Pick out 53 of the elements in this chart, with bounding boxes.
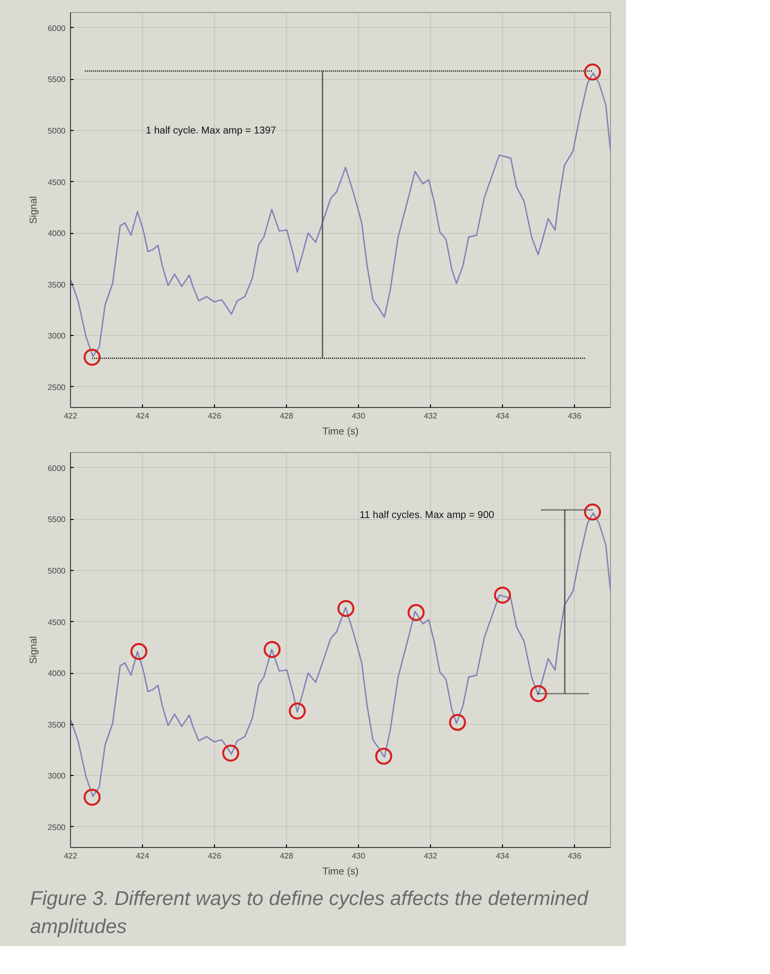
- x-axis-title: Time (s): [322, 426, 359, 438]
- y-tick-label: 4000: [48, 669, 66, 678]
- y-tick-label: 5000: [48, 566, 66, 576]
- x-tick-label: 430: [352, 852, 366, 860]
- y-tick-label: 5500: [48, 515, 66, 524]
- y-tick-label: 2500: [48, 382, 66, 392]
- y-tick-label: 2500: [48, 822, 66, 832]
- y-axis-title: Signal: [28, 196, 40, 224]
- point: [449, 714, 466, 731]
- point: [408, 604, 425, 622]
- point: [337, 600, 354, 617]
- annotation: 1 half cycle. Max amp = 1397: [146, 126, 277, 136]
- y-axis-title: Signal: [28, 636, 40, 664]
- x-tick-label: 428: [280, 852, 294, 860]
- point: [584, 504, 601, 520]
- x-tick-label: 422: [64, 852, 78, 860]
- y-tick-label: 3500: [48, 280, 66, 290]
- point: [494, 586, 511, 604]
- x-tick-label: 428: [280, 412, 294, 420]
- y-tick-label: 3000: [48, 332, 66, 341]
- x-axis-title: Time (s): [322, 866, 359, 878]
- y-tick-label: 4000: [48, 229, 66, 238]
- caption: Figure 3. Different ways to define cycles affects the determined amplitudes: [30, 887, 590, 940]
- y-tick-label: 6000: [48, 464, 66, 473]
- line-series: [70, 72, 610, 357]
- point: [130, 643, 148, 660]
- x-tick-label: 432: [424, 852, 438, 860]
- point: [375, 748, 392, 765]
- x-tick-label: 424: [136, 412, 150, 420]
- x-tick-label: 432: [424, 412, 438, 420]
- x-tick-label: 422: [64, 412, 78, 420]
- x-tick-label: 424: [136, 852, 150, 860]
- x-tick-label: 426: [208, 852, 222, 860]
- x-tick-label: 434: [496, 852, 510, 860]
- point: [84, 788, 101, 806]
- x-tick-label: 430: [352, 412, 366, 420]
- line-series: [70, 512, 610, 797]
- y-tick-label: 5000: [48, 126, 66, 136]
- point: [222, 744, 240, 762]
- y-tick-label: 6000: [48, 24, 66, 33]
- y-tick-label: 3000: [48, 772, 66, 781]
- annotation: 11 half cycles. Max amp = 900: [360, 510, 495, 522]
- x-tick-label: 434: [496, 412, 510, 420]
- point: [264, 641, 281, 658]
- y-tick-label: 5500: [48, 75, 66, 84]
- y-tick-label: 4500: [48, 178, 66, 187]
- x-tick-label: 436: [568, 412, 582, 420]
- y-tick-label: 4500: [48, 618, 66, 627]
- point: [288, 702, 306, 720]
- x-tick-label: 436: [568, 852, 582, 860]
- y-tick-label: 3500: [48, 720, 66, 730]
- point: [530, 685, 547, 702]
- x-tick-label: 426: [208, 412, 222, 420]
